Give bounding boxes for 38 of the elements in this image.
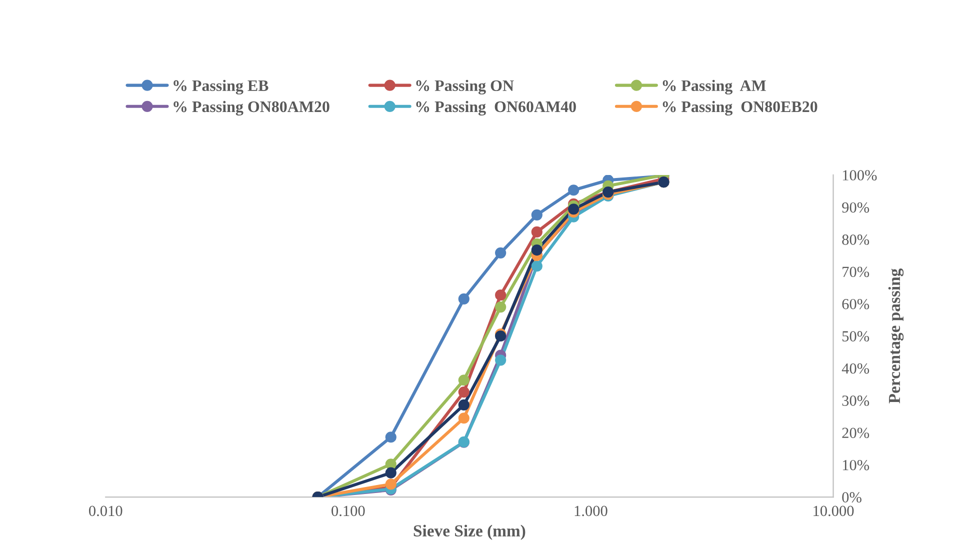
x-tick-label: 0.100 xyxy=(332,506,365,516)
legend-label: % Passing AM xyxy=(662,80,766,94)
y-tick-label: 0% xyxy=(842,492,862,503)
point xyxy=(495,301,506,313)
y-tick-label: 20% xyxy=(842,428,870,438)
point xyxy=(495,247,506,258)
y-tick-label: 10% xyxy=(842,460,870,470)
y-tick-label: 80% xyxy=(842,234,870,245)
x-tick-label: 1.000 xyxy=(574,506,608,516)
point xyxy=(458,374,470,386)
legend-label: % Passing ON60AM40 xyxy=(416,100,576,116)
x-axis-title: Sieve Size (mm) xyxy=(414,524,526,540)
y-axis-title: Percentage passing xyxy=(888,268,904,404)
point xyxy=(568,204,580,215)
y-tick-label: 90% xyxy=(842,202,870,213)
point xyxy=(458,386,470,398)
point xyxy=(458,293,470,305)
y-tick-label: 50% xyxy=(842,331,870,342)
point xyxy=(531,226,542,238)
legend-label: % Passing ON80AM20 xyxy=(174,100,330,116)
x-tick-label: 10.000 xyxy=(814,506,854,516)
y-tick-label: 30% xyxy=(842,396,870,406)
y-tick-label: 60% xyxy=(842,298,870,310)
y-tick-label: 40% xyxy=(842,363,870,374)
y-tick-label: 70% xyxy=(842,266,870,278)
x-tick-label: 0.010 xyxy=(89,506,122,516)
legend-label: % Passing EB xyxy=(174,80,268,94)
legend-label: % Passing ON80EB20 xyxy=(662,100,818,116)
point xyxy=(531,209,542,220)
point xyxy=(495,354,506,366)
legend-label: % Passing ON xyxy=(416,80,514,94)
point xyxy=(531,260,542,272)
point xyxy=(568,184,580,196)
point xyxy=(531,244,542,256)
y-tick-label: 100% xyxy=(842,170,877,180)
point xyxy=(458,399,470,410)
point xyxy=(495,290,506,301)
point xyxy=(458,412,470,424)
